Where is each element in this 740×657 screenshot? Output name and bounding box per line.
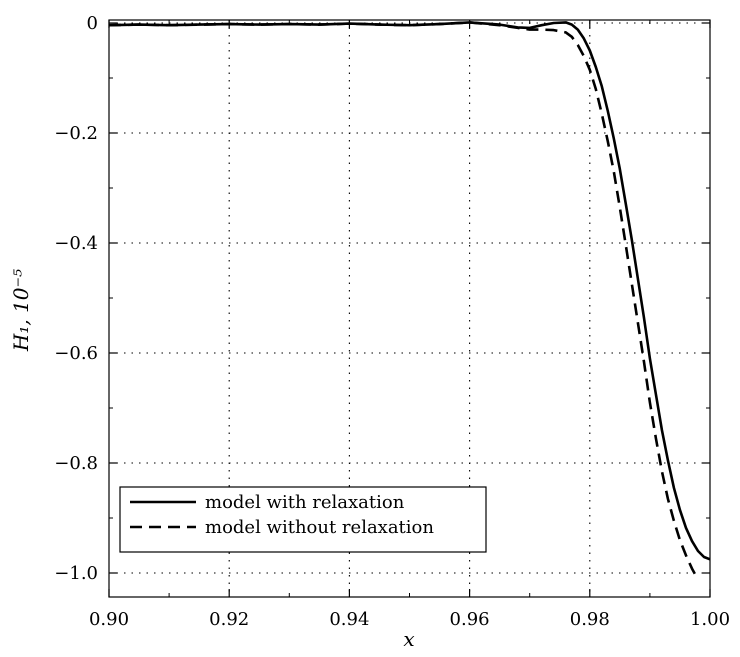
y-tick-label: −0.4 bbox=[54, 233, 98, 254]
x-tick-label: 0.96 bbox=[450, 609, 490, 630]
x-tick-label: 1.00 bbox=[690, 609, 730, 630]
legend-box bbox=[119, 486, 487, 553]
x-axis-label: x bbox=[403, 627, 414, 651]
legend-label-with-relaxation: model with relaxation bbox=[205, 492, 405, 513]
x-tick-label: 0.92 bbox=[209, 609, 249, 630]
y-tick-label: −0.8 bbox=[54, 453, 98, 474]
tick-labels: 0.90 0.92 0.94 0.96 0.98 1.00 0 −0.2 −0.4 −0.6 −0.… bbox=[54, 13, 730, 630]
x-tick-label: 0.90 bbox=[89, 609, 129, 630]
ticks bbox=[108, 20, 711, 597]
x-tick-label: 0.98 bbox=[570, 609, 610, 630]
y-tick-label: −0.6 bbox=[54, 343, 98, 364]
legend: model with relaxation model without rela… bbox=[119, 486, 487, 553]
series-line-without-relaxation bbox=[108, 21, 700, 581]
x-tick-label: 0.94 bbox=[329, 609, 369, 630]
y-tick-label: 0 bbox=[87, 13, 98, 34]
legend-label-without-relaxation: model without relaxation bbox=[205, 517, 434, 538]
series-layer bbox=[108, 21, 711, 581]
y-axis-label: H₁, 10⁻⁵ bbox=[9, 269, 33, 352]
series-line-with-relaxation bbox=[108, 21, 711, 561]
y-tick-label: −0.2 bbox=[54, 123, 98, 144]
y-tick-label: −1.0 bbox=[54, 563, 98, 584]
